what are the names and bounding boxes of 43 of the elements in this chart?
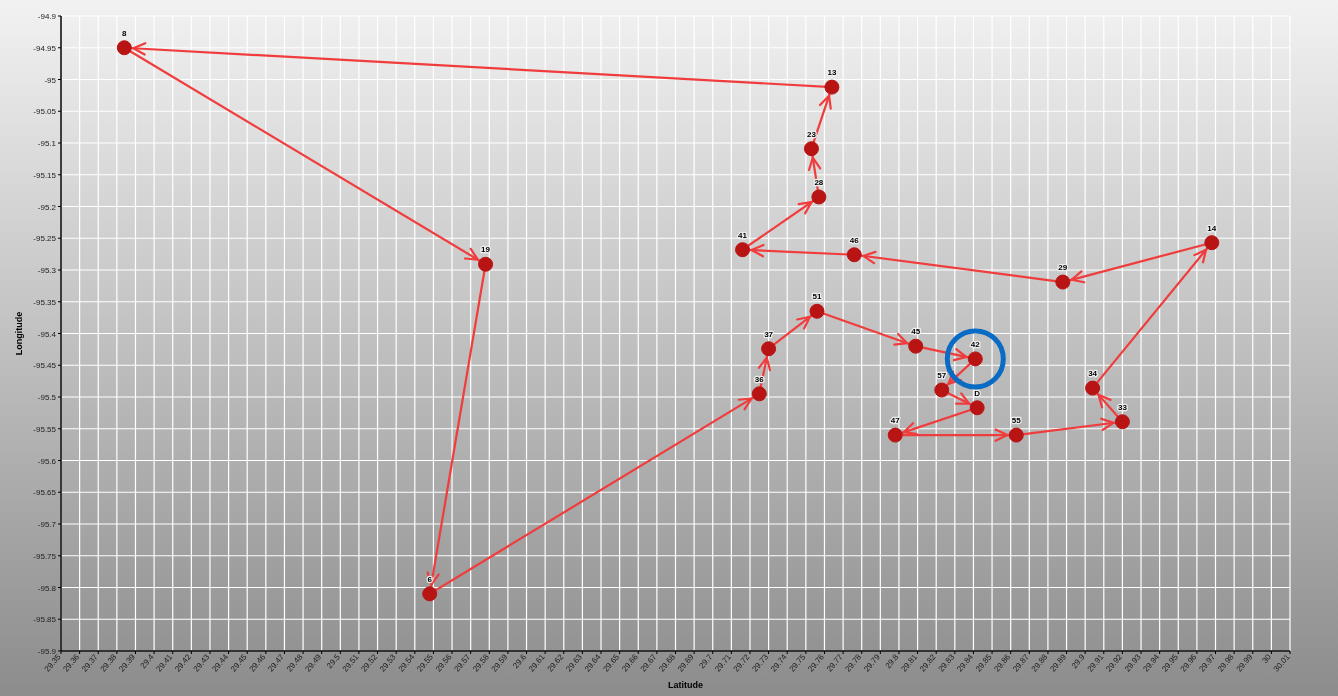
y-tick-label: -95.15 [33,170,57,180]
annotation: 14 [1207,223,1217,233]
y-tick-label: -95.5 [37,393,57,402]
y-tick-label: -95.55 [33,424,57,434]
annotation: 51 [812,292,823,302]
y-tick-label: -95.05 [33,107,57,117]
annotation: 6 [427,574,433,584]
y-tick-label: -95.75 [33,551,57,561]
annotation: 33 [1117,402,1128,412]
y-tick-label: -95.45 [33,361,57,371]
annotation: 42 [970,339,981,349]
x-axis-title: Latitude [668,680,703,690]
annotation: 47 [890,416,901,426]
y-tick-label: -95.4 [37,329,57,339]
y-tick-label: -95.9 [37,647,57,656]
annotation: 41 [738,230,748,240]
y-tick-label: -95.3 [37,266,57,275]
annotation: 37 [764,329,774,339]
annotation: D [974,388,981,398]
y-tick-label: -94.9 [37,12,57,21]
annotation: 57 [937,371,947,381]
annotation: 13 [827,68,837,78]
x-tick-label: 30 [1260,652,1274,666]
y-tick-label: -95.85 [33,615,57,625]
annotation: 23 [806,129,817,139]
annotation: 45 [911,327,921,337]
y-axis-title: Longitude [14,311,24,356]
annotation: 46 [849,235,860,245]
y-tick-label: -95 [44,75,57,85]
y-tick-label: -95.65 [33,488,57,498]
annotation: 55 [1011,416,1022,426]
y-tick-label: -95.35 [33,297,57,307]
y-tick-label: -95.2 [37,202,57,212]
y-tick-label: -94.95 [33,43,57,53]
annotation: 8 [122,28,128,38]
annotation: 19 [481,245,491,255]
annotation: 29 [1058,263,1068,273]
y-tick-label: -95.25 [33,234,57,244]
y-tick-label: -95.6 [37,456,57,466]
annotation: 34 [1088,369,1098,379]
y-tick-label: -95.7 [37,520,57,529]
y-tick-label: -95.8 [37,583,57,593]
y-tick-label: -95.1 [37,139,57,148]
